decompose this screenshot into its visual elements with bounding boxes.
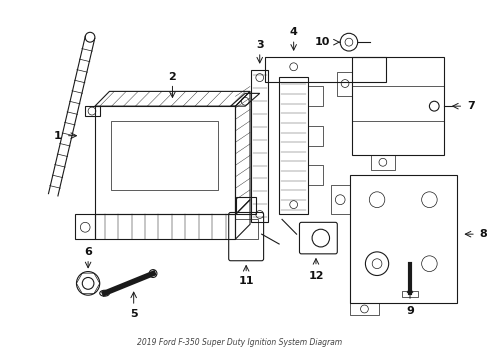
Bar bbox=[307, 126, 322, 145]
Text: 12: 12 bbox=[307, 270, 323, 280]
Bar bbox=[370, 156, 395, 170]
Text: 4: 4 bbox=[289, 27, 297, 37]
Text: 10: 10 bbox=[314, 37, 330, 47]
Bar bbox=[250, 70, 268, 222]
Bar bbox=[264, 57, 385, 82]
Text: 1: 1 bbox=[54, 131, 62, 141]
Bar bbox=[236, 197, 255, 215]
Bar bbox=[402, 291, 417, 297]
Bar bbox=[307, 165, 322, 185]
Text: 3: 3 bbox=[255, 40, 263, 50]
Bar bbox=[234, 219, 257, 239]
Text: 7: 7 bbox=[466, 101, 474, 111]
Bar bbox=[349, 303, 378, 315]
Text: 2019 Ford F-350 Super Duty Ignition System Diagram: 2019 Ford F-350 Super Duty Ignition Syst… bbox=[137, 338, 341, 347]
Bar bbox=[337, 72, 351, 96]
Circle shape bbox=[149, 270, 157, 278]
Bar bbox=[279, 77, 307, 215]
Text: 8: 8 bbox=[479, 229, 487, 239]
Bar bbox=[330, 185, 349, 215]
Text: 5: 5 bbox=[130, 309, 137, 319]
Bar bbox=[111, 121, 218, 190]
Text: 9: 9 bbox=[405, 306, 413, 316]
Bar bbox=[351, 57, 443, 156]
Text: 6: 6 bbox=[84, 247, 92, 257]
Bar bbox=[307, 86, 322, 106]
Text: 2: 2 bbox=[168, 72, 176, 82]
Text: 11: 11 bbox=[238, 276, 253, 287]
Bar bbox=[349, 175, 456, 303]
